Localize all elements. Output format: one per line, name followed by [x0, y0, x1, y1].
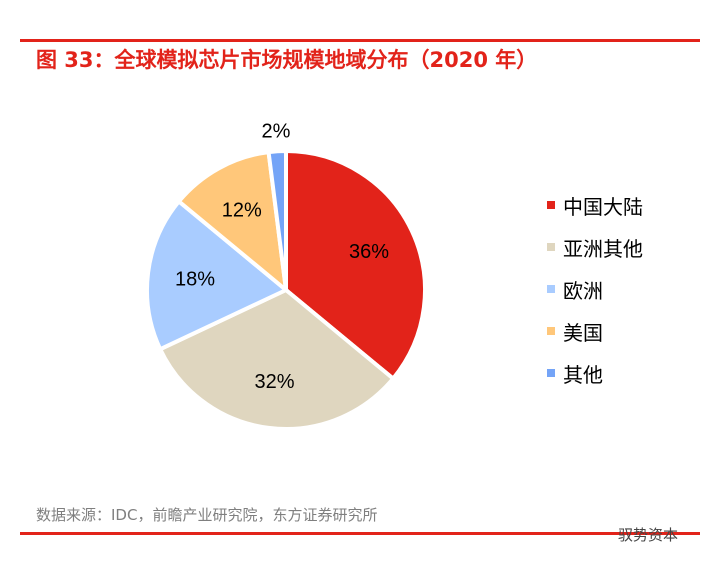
pie-slice: [176, 149, 289, 295]
slice-label: 36%: [349, 241, 389, 263]
pie-slice: [145, 198, 290, 352]
pie-slice: [284, 148, 427, 382]
top-rule: [20, 39, 700, 42]
pie-slice: [266, 148, 288, 291]
pie-slice: [157, 287, 396, 431]
bottom-rule: [20, 532, 700, 535]
legend-swatch: [547, 327, 555, 335]
legend-swatch: [547, 201, 555, 209]
slice-label: 32%: [254, 371, 294, 393]
legend-label: 其他: [563, 363, 603, 387]
legend-swatch: [547, 285, 555, 293]
legend-label: 中国大陆: [563, 195, 643, 219]
legend-swatch: [547, 243, 555, 251]
legend-label: 欧洲: [563, 279, 603, 303]
legend-swatch: [547, 369, 555, 377]
legend-label: 亚洲其他: [563, 237, 643, 261]
legend-label: 美国: [563, 321, 603, 345]
slice-label: 12%: [222, 200, 262, 222]
slice-label: 18%: [175, 269, 215, 291]
source-note: 数据来源：IDC，前瞻产业研究院，东方证券研究所: [36, 506, 378, 524]
watermark-logo: 驭势资本: [618, 526, 679, 544]
chart-title: 图 33：全球模拟芯片市场规模地域分布（2020 年）: [36, 48, 538, 72]
slice-label: 2%: [262, 120, 291, 142]
